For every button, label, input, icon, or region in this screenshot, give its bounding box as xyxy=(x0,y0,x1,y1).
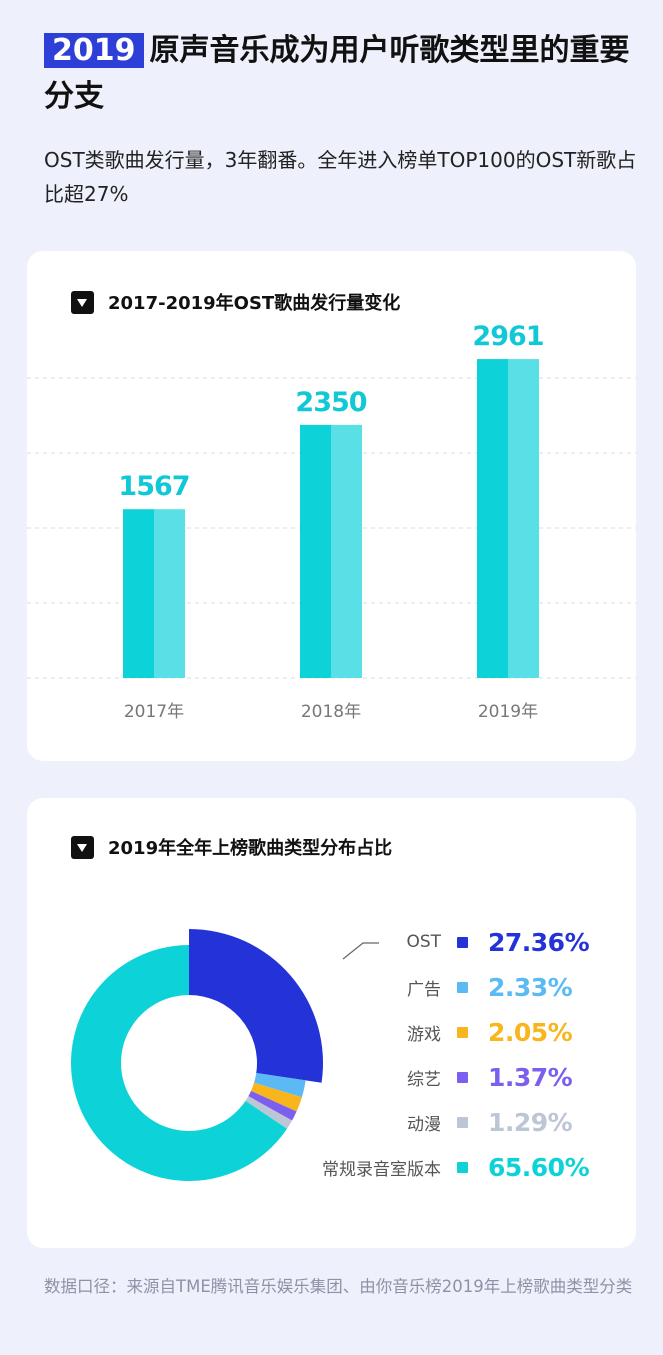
legend-swatch xyxy=(457,936,468,948)
triangle-down-icon xyxy=(71,835,94,859)
legend-value: 2.33% xyxy=(488,972,573,1002)
bar-left-half xyxy=(477,359,508,678)
bar-left-half xyxy=(123,509,154,678)
donut-chart xyxy=(70,929,379,1181)
data-source-note: 数据口径：来源自TME腾讯音乐娱乐集团、由你音乐榜2019年上榜歌曲类型分类 xyxy=(44,1277,633,1296)
donut-chart-title: 2019年全年上榜歌曲类型分布占比 xyxy=(108,838,393,859)
donut-slice xyxy=(245,1096,293,1129)
donut-slice xyxy=(248,1090,297,1121)
legend-swatch xyxy=(457,981,468,993)
donut-slice xyxy=(70,945,288,1181)
legend-item: 广告 2.33% xyxy=(281,972,573,1002)
legend-value: 65.60% xyxy=(488,1152,590,1182)
year-tag: 2019 xyxy=(44,33,144,68)
donut-slice xyxy=(254,1073,306,1098)
donut-chart-card: 2019年全年上榜歌曲类型分布占比 OST 27.36% 广告 2.33% 游戏 2.05… xyxy=(27,798,636,1248)
bar-value-label: 2961 xyxy=(472,321,543,352)
bar-left-half xyxy=(300,424,331,678)
legend-label: 游戏 xyxy=(407,1024,441,1045)
legend-label: OST xyxy=(406,932,441,952)
donut-slice xyxy=(189,929,323,1083)
triangle-down-icon xyxy=(71,290,94,314)
donut-chart-header: 2019年全年上榜歌曲类型分布占比 xyxy=(71,834,392,860)
bar-chart-title: 2017-2019年OST歌曲发行量变化 xyxy=(108,293,401,314)
legend-item: 动漫 1.29% xyxy=(281,1107,573,1137)
bar-right-half xyxy=(154,509,185,678)
bar-chart-card: 2017-2019年OST歌曲发行量变化 1567 2017年 2350 2018年 2… xyxy=(27,251,636,761)
legend-swatch xyxy=(457,1026,468,1038)
bar-right-half xyxy=(331,424,362,678)
bar-right-half xyxy=(508,359,539,678)
leader-line xyxy=(342,942,379,960)
bar-chart: 1567 2017年 2350 2018年 2961 2019年 xyxy=(27,321,636,722)
legend-item: 游戏 2.05% xyxy=(281,1017,573,1047)
legend-swatch xyxy=(457,1071,468,1083)
legend-item: OST 27.36% xyxy=(281,927,589,957)
x-tick-label: 2019年 xyxy=(478,702,538,722)
bar xyxy=(300,424,362,678)
legend-swatch xyxy=(457,1161,468,1173)
x-tick-label: 2018年 xyxy=(301,702,361,722)
legend-item: 综艺 1.37% xyxy=(281,1062,573,1092)
bar-chart-header: 2017-2019年OST歌曲发行量变化 xyxy=(71,289,400,315)
legend-label: 综艺 xyxy=(407,1069,441,1090)
legend-item: 常规录音室版本 65.60% xyxy=(281,1152,590,1182)
donut-slice xyxy=(250,1082,302,1112)
bar xyxy=(477,359,539,678)
legend-label: 广告 xyxy=(407,979,441,1000)
bar xyxy=(123,509,185,678)
page-title: 2019 原声音乐成为用户听歌类型里的重要分支 xyxy=(44,28,644,120)
x-tick-label: 2017年 xyxy=(124,702,184,722)
bar-value-label: 2350 xyxy=(295,387,366,418)
legend-label: 动漫 xyxy=(407,1114,441,1135)
title-text: 原声音乐成为用户听歌类型里的重要分支 xyxy=(44,33,630,114)
legend-value: 27.36% xyxy=(488,927,590,957)
bar-value-label: 1567 xyxy=(118,471,189,502)
legend-value: 2.05% xyxy=(488,1017,573,1047)
page-subtitle: OST类歌曲发行量，3年翻番。全年进入榜单TOP100的OST新歌占比超27% xyxy=(44,148,637,206)
legend-swatch xyxy=(457,1116,468,1128)
legend-value: 1.29% xyxy=(488,1107,573,1137)
legend-value: 1.37% xyxy=(488,1062,573,1092)
legend-label: 常规录音室版本 xyxy=(322,1159,441,1180)
